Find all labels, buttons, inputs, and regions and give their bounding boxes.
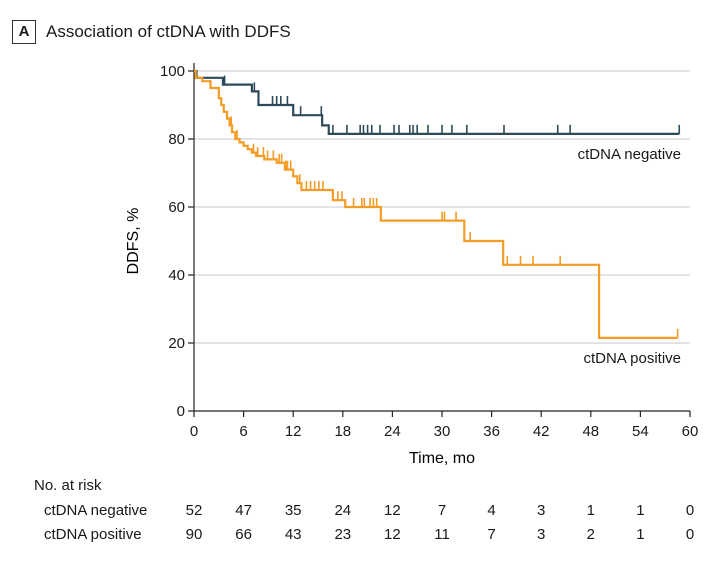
censor-marks <box>223 75 681 338</box>
y-tick-label: 0 <box>177 403 185 420</box>
y-axis-label: DDFS, % <box>125 208 142 275</box>
x-tick-label: 54 <box>632 423 649 440</box>
curve-ctdna-positive <box>194 69 678 339</box>
y-tick-label: 40 <box>168 267 185 284</box>
x-tick-label: 48 <box>582 423 599 440</box>
annotation-ctdna-negative: ctDNA negative <box>578 146 681 163</box>
panel-title: Association of ctDNA with DDFS <box>46 22 291 41</box>
x-tick-label: 42 <box>533 423 550 440</box>
axes <box>188 63 691 417</box>
x-axis-label: Time, mo <box>409 450 475 467</box>
x-tick-label: 6 <box>239 423 247 440</box>
x-tick-label: 12 <box>285 423 302 440</box>
y-tick-label: 80 <box>168 131 185 148</box>
survival-curves <box>194 69 680 339</box>
y-tick-label: 60 <box>168 199 185 216</box>
curve-ctdna-negative <box>194 69 680 135</box>
annotation-ctdna-positive: ctDNA positive <box>583 350 681 367</box>
gridlines <box>194 70 690 344</box>
panel-letter: A <box>12 20 36 44</box>
panel-header: A Association of ctDNA with DDFS <box>12 20 291 44</box>
x-tick-label: 60 <box>682 423 699 440</box>
x-tick-label: 24 <box>384 423 401 440</box>
tick-labels: 0 20 40 60 80 100 0 6 12 18 24 30 36 42 48 54 60 <box>160 63 698 440</box>
y-tick-label: 20 <box>168 335 185 352</box>
x-tick-label: 18 <box>334 423 351 440</box>
x-tick-label: 0 <box>190 423 198 440</box>
x-tick-label: 30 <box>434 423 451 440</box>
y-tick-label: 100 <box>160 63 185 80</box>
x-tick-label: 36 <box>483 423 500 440</box>
